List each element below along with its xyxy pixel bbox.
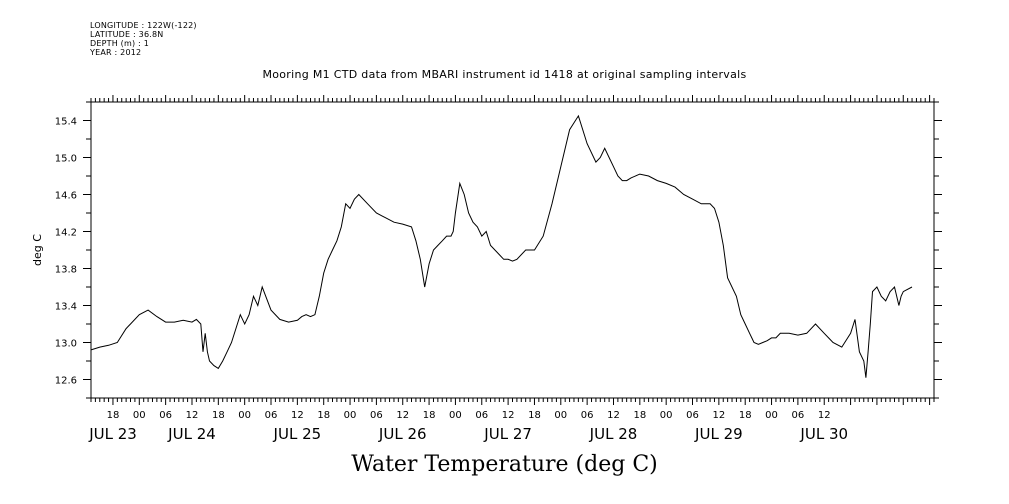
x-tick-label: 00 (344, 410, 357, 421)
x-day-label: JUL 24 (167, 425, 216, 443)
y-tick-label: 13.0 (55, 339, 77, 350)
x-day-label: JUL 29 (694, 425, 743, 443)
x-day-label: JUL 23 (88, 425, 137, 443)
x-tick-label: 12 (712, 410, 725, 421)
x-day-labels: JUL 23 JUL 24 JUL 25 JUL 26 JUL 27 JUL 28 JUL … (88, 425, 848, 443)
x-tick-labels: 18 00 06 12 18 00 06 12 18 00 06 12 18 00 06 12 18 00 06 12… (107, 410, 831, 421)
x-tick-label: 18 (633, 410, 646, 421)
y-tick-label: 12.6 (55, 376, 77, 387)
x-tick-label: 00 (449, 410, 462, 421)
x-tick-label: 06 (792, 410, 805, 421)
axis-ticks (83, 95, 942, 405)
x-tick-label: 18 (423, 410, 436, 421)
y-tick-label: 14.6 (55, 191, 77, 202)
x-tick-label: 12 (186, 410, 199, 421)
metadata-block: LONGITUDE : 122W(-122) LATITUDE : 36.8N … (90, 21, 197, 57)
chart-title: Mooring M1 CTD data from MBARI instrumen… (262, 68, 747, 81)
x-tick-label: 12 (502, 410, 515, 421)
x-tick-label: 06 (159, 410, 172, 421)
y-tick-labels: 12.6 13.0 13.4 13.8 14.2 14.6 15.0 15.4 (55, 117, 77, 387)
metadata-year: YEAR : 2012 (90, 48, 142, 57)
x-tick-label: 00 (133, 410, 146, 421)
y-tick-label: 13.8 (55, 265, 77, 276)
x-tick-label: 18 (212, 410, 225, 421)
x-day-label: JUL 25 (273, 425, 322, 443)
metadata-latitude: LATITUDE : 36.8N (90, 30, 164, 39)
x-tick-label: 00 (238, 410, 251, 421)
x-tick-label: 06 (581, 410, 594, 421)
y-tick-label: 14.2 (55, 228, 77, 239)
x-tick-label: 06 (686, 410, 699, 421)
metadata-longitude: LONGITUDE : 122W(-122) (90, 21, 197, 30)
x-tick-label: 00 (765, 410, 778, 421)
x-tick-label: 18 (317, 410, 330, 421)
x-tick-label: 00 (660, 410, 673, 421)
x-tick-label: 12 (396, 410, 409, 421)
y-axis-label: deg C (31, 234, 44, 266)
x-day-label: JUL 26 (378, 425, 427, 443)
x-tick-label: 12 (607, 410, 620, 421)
x-day-label: JUL 27 (483, 425, 532, 443)
x-tick-label: 18 (528, 410, 541, 421)
x-tick-label: 18 (107, 410, 120, 421)
metadata-depth: DEPTH (m) : 1 (90, 39, 149, 48)
x-tick-label: 00 (554, 410, 567, 421)
series-line-water-temperature (90, 114, 913, 378)
y-tick-label: 15.0 (55, 154, 77, 165)
x-axis-title: Water Temperature (deg C) (351, 452, 658, 477)
x-tick-label: 12 (818, 410, 831, 421)
plot-frame (90, 101, 935, 399)
x-tick-label: 06 (370, 410, 383, 421)
x-day-label: JUL 28 (589, 425, 638, 443)
x-day-label: JUL 30 (799, 425, 848, 443)
x-tick-label: 06 (475, 410, 488, 421)
x-tick-label: 18 (739, 410, 752, 421)
y-tick-label: 13.4 (55, 302, 77, 313)
x-tick-label: 12 (291, 410, 304, 421)
y-tick-label: 15.4 (55, 117, 77, 128)
x-tick-label: 06 (265, 410, 278, 421)
